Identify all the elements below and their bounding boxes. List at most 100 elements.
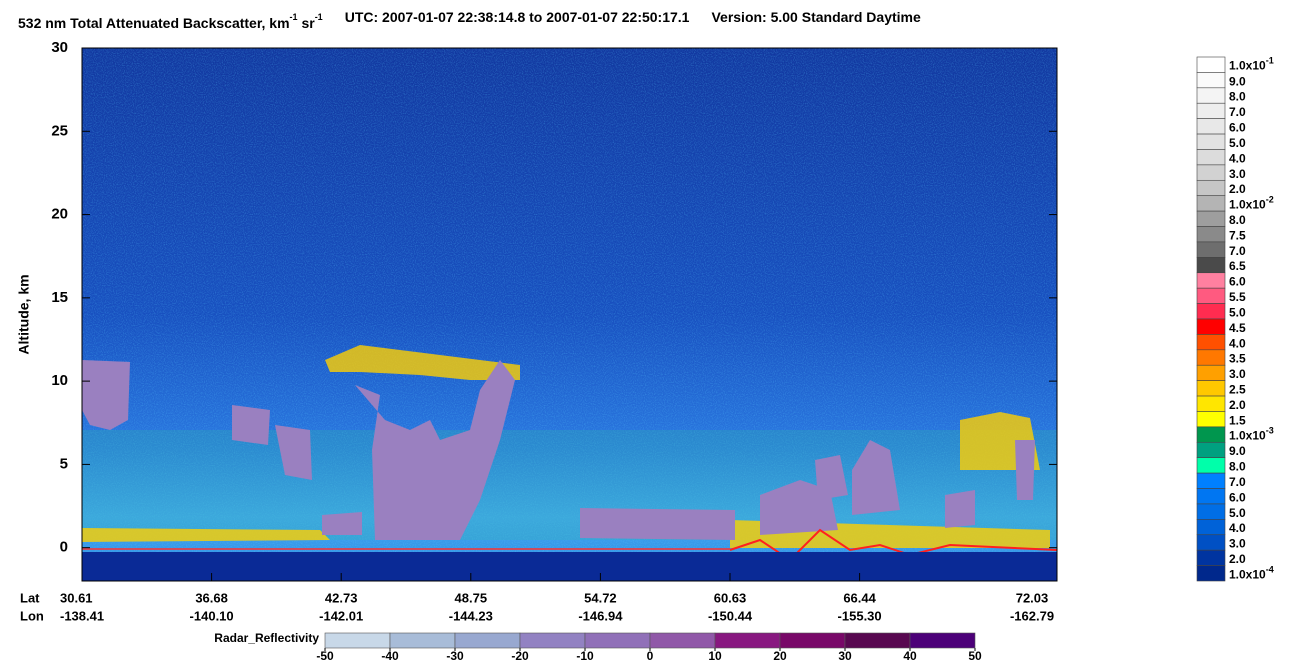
colorbar-label-base: 1.0x10 — [1229, 429, 1266, 443]
radar-swatch — [779, 632, 846, 649]
x-row-label: Lon — [20, 608, 44, 623]
colorbar-swatch — [1196, 488, 1226, 505]
subsurface — [82, 552, 1057, 581]
colorbar-label-base: 1.0x10 — [1229, 198, 1266, 212]
colorbar-swatch — [1196, 411, 1226, 428]
colorbar-swatch — [1196, 549, 1226, 566]
colorbar-label: 7.5 — [1229, 228, 1246, 242]
aerosol-layer — [82, 430, 1057, 540]
colorbar-label: 3.0 — [1229, 367, 1246, 381]
y-tick-label: 5 — [60, 455, 68, 472]
colorbar-label: 3.5 — [1229, 352, 1246, 366]
radar-tick-label: 0 — [647, 649, 654, 663]
colorbar-swatch — [1196, 303, 1226, 320]
colorbar-swatch — [1196, 395, 1226, 412]
colorbar-label: 7.0 — [1229, 475, 1246, 489]
colorbar-swatch — [1196, 195, 1226, 212]
radar-tick-label: 40 — [903, 649, 917, 663]
y-tick-label: 30 — [51, 39, 68, 56]
colorbar-swatch — [1196, 164, 1226, 181]
colorbar-swatch — [1196, 149, 1226, 166]
colorbar-swatch — [1196, 118, 1226, 135]
colorbar-label: 7.0 — [1229, 105, 1246, 119]
chart-title: 532 nm Total Attenuated Backscatter, km-… — [18, 9, 921, 31]
colorbar-swatch — [1196, 426, 1226, 443]
colorbar-swatch — [1196, 241, 1226, 258]
colorbar-swatch — [1196, 272, 1226, 289]
x-lat-label: 48.75 — [455, 590, 488, 605]
x-lon-label: -144.23 — [449, 608, 493, 623]
colorbar-label: 8.0 — [1229, 90, 1246, 104]
y-axis-label: Altitude, km — [16, 274, 32, 354]
colorbar-swatch — [1196, 519, 1226, 536]
y-tick-label: 20 — [51, 206, 68, 223]
colorbar-label-exp: -1 — [1266, 56, 1274, 66]
colorbar-label: 2.0 — [1229, 398, 1246, 412]
y-tick-label: 25 — [51, 122, 68, 139]
colorbar-swatch — [1196, 72, 1226, 89]
colorbar-label: 1.0x10-3 — [1229, 426, 1274, 443]
colorbar-swatch — [1196, 179, 1226, 197]
colorbar-swatch — [1196, 364, 1226, 381]
colorbar-label: 4.5 — [1229, 321, 1246, 335]
radar-tick-label: 30 — [838, 649, 852, 663]
radar-clouds — [82, 360, 1035, 540]
colorbar-swatch — [1196, 102, 1226, 119]
colorbar-swatch — [1196, 457, 1226, 474]
radar-tick-label: -50 — [316, 649, 334, 663]
x-lon-label: -146.94 — [578, 608, 623, 623]
colorbar-label: 4.0 — [1229, 151, 1246, 165]
colorbar-label: 5.5 — [1229, 290, 1246, 304]
x-lon-label: -140.10 — [190, 608, 234, 623]
colorbar-label: 5.0 — [1229, 305, 1246, 319]
x-row-label: Lat — [20, 590, 40, 605]
plot-frame — [81, 47, 1058, 582]
radar-tick-label: -40 — [381, 649, 399, 663]
colorbar-swatch — [1196, 318, 1226, 335]
x-lat-label: 54.72 — [584, 590, 617, 605]
radar-swatch — [324, 632, 391, 649]
colorbar-label-base: 1.0x10 — [1229, 567, 1266, 581]
colorbar-label: 8.0 — [1229, 213, 1246, 227]
x-lat-label: 42.73 — [325, 590, 358, 605]
title-part: -1 — [290, 12, 298, 22]
colorbar-label-exp: -2 — [1266, 195, 1274, 205]
colorbar-swatch — [1196, 380, 1226, 397]
colorbar-label: 4.0 — [1229, 521, 1246, 535]
colorbar-swatch — [1196, 257, 1226, 274]
title-part: sr — [298, 15, 316, 31]
title-part: Version: 5.00 Standard Daytime — [711, 9, 921, 25]
x-lon-label: -162.79 — [1010, 608, 1054, 623]
radar-swatch — [584, 632, 651, 649]
radar-tick-label: -20 — [511, 649, 529, 663]
colorbar-swatch — [1196, 56, 1226, 73]
colorbar-swatch — [1196, 349, 1226, 366]
colorbar-label: 7.0 — [1229, 244, 1246, 258]
radar-tick-label: 50 — [968, 649, 982, 663]
colorbar-label: 6.0 — [1229, 275, 1246, 289]
colorbar-swatch — [1196, 503, 1226, 520]
colorbar-label: 5.0 — [1229, 136, 1246, 150]
radar-tick-label: 10 — [708, 649, 722, 663]
radar-label: Radar_Reflectivity — [214, 631, 319, 645]
x-lat-label: 72.03 — [1016, 590, 1049, 605]
radar-tick-label: -10 — [576, 649, 594, 663]
colorbar-label: 6.0 — [1229, 121, 1246, 135]
colorbar-label: 6.0 — [1229, 490, 1246, 504]
plot-area — [81, 47, 1058, 582]
colorbar-label: 2.0 — [1229, 182, 1246, 196]
radar-tick-label: -30 — [446, 649, 464, 663]
colorbar-label-exp: -3 — [1266, 426, 1274, 436]
surface-return — [729, 528, 1058, 562]
title-part: 532 nm Total Attenuated Backscatter, km — [18, 15, 290, 31]
colorbar-swatch — [1196, 441, 1226, 459]
colorbar-label: 1.0x10-2 — [1229, 195, 1274, 212]
colorbar-label: 1.0x10-1 — [1229, 56, 1274, 73]
x-lat-label: 30.61 — [60, 590, 93, 605]
colorbar-label-base: 1.0x10 — [1229, 59, 1266, 73]
colorbar-label: 8.0 — [1229, 460, 1246, 474]
colorbar-swatch — [1196, 287, 1226, 304]
radar-swatch — [909, 632, 976, 649]
x-lat-label: 36.68 — [195, 590, 228, 605]
